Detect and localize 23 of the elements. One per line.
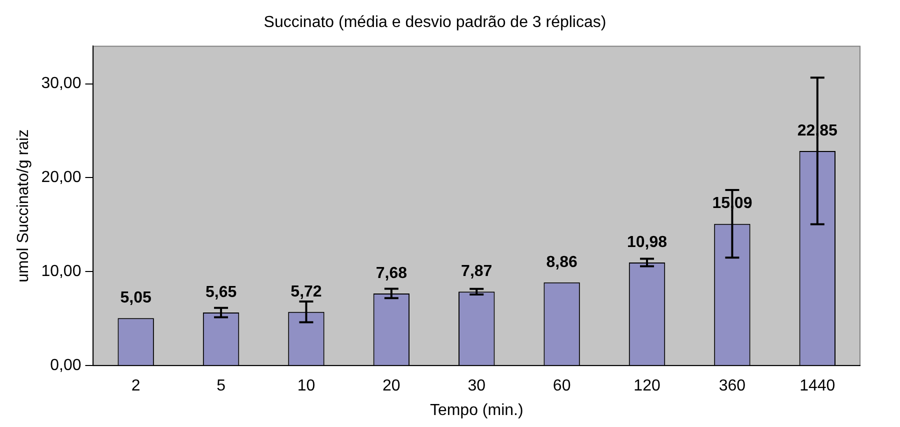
data-label: 7,87 [461, 263, 492, 280]
y-tick-label: 10,00 [41, 263, 82, 280]
data-label: 8,86 [546, 254, 578, 271]
y-tick-label: 20,00 [41, 169, 82, 186]
y-tick-label: 30,00 [41, 75, 82, 92]
x-tick-label: 5 [216, 378, 226, 395]
data-label: 7,68 [376, 264, 408, 282]
data-label: 10,98 [626, 234, 668, 251]
x-tick-label: 10 [297, 378, 316, 395]
x-tick-label: 360 [718, 378, 746, 395]
data-label: 5,72 [290, 283, 322, 300]
x-tick-label: 60 [552, 378, 571, 395]
chart-title: Succinato (média e desvio padrão de 3 réplicas) [264, 14, 606, 32]
data-label: 5,05 [120, 290, 152, 307]
x-axis-title: Tempo (min.) [430, 402, 524, 419]
x-tick-label: 20 [382, 378, 400, 395]
y-axis-title: umol Succinato/g raiz [15, 129, 32, 282]
x-tick-label: 2 [131, 378, 140, 395]
x-tick-label: 120 [634, 378, 660, 395]
data-label: 5,65 [205, 284, 237, 301]
y-tick-label: 0,00 [50, 357, 82, 374]
x-tick-label: 30 [468, 378, 486, 395]
x-tick-label: 1440 [800, 378, 836, 395]
